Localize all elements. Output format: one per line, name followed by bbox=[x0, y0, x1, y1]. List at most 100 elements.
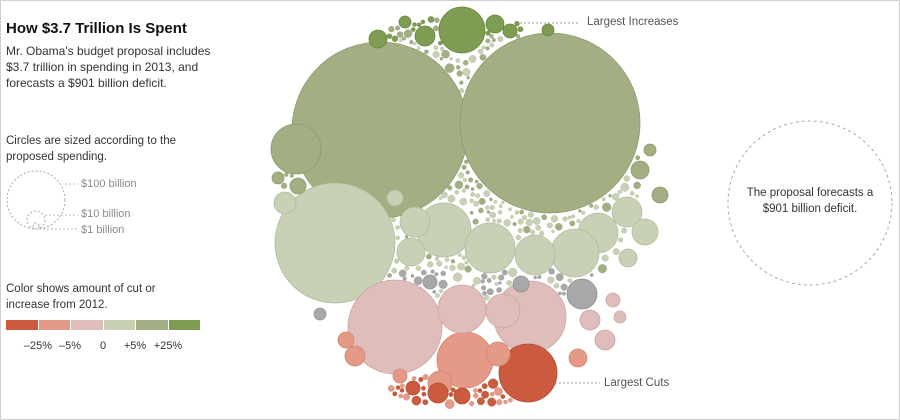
spending-bubble-23 bbox=[485, 341, 511, 367]
spending-bubble-8 bbox=[438, 6, 486, 54]
small-bubble bbox=[525, 218, 533, 227]
small-bubble bbox=[404, 234, 409, 239]
small-bubble bbox=[517, 218, 524, 225]
small-bubble bbox=[485, 38, 491, 44]
small-bubble bbox=[481, 390, 489, 399]
spending-bubble-28 bbox=[414, 25, 436, 47]
small-bubble bbox=[434, 272, 439, 277]
small-bubble bbox=[462, 68, 471, 77]
spending-bubble-13 bbox=[514, 234, 556, 276]
small-bubble bbox=[550, 215, 559, 223]
small-bubble bbox=[496, 218, 502, 224]
small-bubble bbox=[396, 31, 404, 38]
small-bubble bbox=[485, 205, 490, 210]
small-bubble bbox=[517, 26, 524, 33]
small-bubble bbox=[623, 175, 630, 182]
small-bubble bbox=[485, 46, 490, 51]
small-bubble bbox=[439, 289, 444, 294]
spending-bubble-20 bbox=[396, 237, 426, 267]
small-bubble bbox=[444, 265, 448, 269]
small-bubble bbox=[519, 209, 525, 215]
spending-bubble-45 bbox=[289, 177, 307, 195]
small-bubble bbox=[489, 197, 493, 202]
spending-bubble-12 bbox=[464, 222, 516, 274]
small-bubble bbox=[472, 218, 479, 225]
spending-bubble-17 bbox=[611, 196, 643, 228]
spending-bubble-35 bbox=[427, 382, 449, 404]
small-bubble bbox=[457, 253, 462, 257]
spending-bubble-37 bbox=[405, 380, 421, 396]
small-bubble bbox=[617, 189, 623, 195]
small-bubble bbox=[578, 209, 582, 213]
small-bubble bbox=[413, 41, 417, 46]
small-bubble bbox=[509, 214, 514, 219]
small-bubble bbox=[483, 190, 491, 197]
small-bubble bbox=[470, 192, 476, 197]
small-bubble bbox=[498, 204, 503, 209]
small-bubble bbox=[508, 207, 512, 212]
small-bubble bbox=[399, 388, 405, 393]
small-bubble bbox=[426, 253, 432, 260]
size-label-100b: $100 billion bbox=[81, 178, 137, 190]
small-bubble bbox=[395, 25, 400, 31]
small-bubble bbox=[435, 293, 440, 298]
size-circle-1b bbox=[32, 222, 40, 230]
small-bubble bbox=[387, 385, 395, 392]
small-bubble bbox=[479, 54, 487, 61]
small-bubble bbox=[454, 180, 464, 190]
small-bubble bbox=[633, 181, 641, 190]
small-bubble bbox=[470, 187, 475, 191]
small-bubble bbox=[567, 278, 573, 283]
spending-bubble-18 bbox=[631, 218, 659, 246]
small-bubble bbox=[621, 227, 627, 234]
small-bubble bbox=[493, 199, 498, 204]
small-bubble bbox=[523, 226, 531, 234]
small-bubble bbox=[436, 260, 443, 267]
small-bubble bbox=[433, 25, 439, 32]
small-bubble bbox=[444, 399, 455, 409]
color-legend-labels: –25% –5% 0 +5% +25% bbox=[0, 340, 220, 356]
small-bubble bbox=[444, 257, 450, 263]
small-bubble bbox=[403, 29, 413, 38]
small-bubble bbox=[411, 376, 417, 381]
small-bubble bbox=[551, 229, 555, 234]
small-bubble bbox=[486, 210, 491, 214]
small-bubble bbox=[532, 217, 541, 225]
small-bubble bbox=[481, 285, 487, 291]
small-bubble bbox=[395, 225, 400, 230]
small-bubble bbox=[506, 280, 513, 286]
small-bubble bbox=[481, 273, 488, 280]
small-bubble bbox=[399, 383, 405, 389]
small-bubble bbox=[593, 204, 599, 210]
small-bubble bbox=[459, 80, 464, 85]
small-bubble bbox=[441, 50, 450, 59]
spending-bubble-24 bbox=[344, 345, 366, 367]
small-bubble bbox=[464, 265, 472, 273]
small-bubble bbox=[398, 393, 404, 399]
small-bubble bbox=[496, 287, 502, 293]
small-bubble bbox=[560, 283, 568, 291]
small-bubble bbox=[475, 193, 481, 199]
spending-bubble-16 bbox=[566, 278, 598, 310]
small-bubble bbox=[611, 192, 620, 201]
small-bubble bbox=[284, 172, 289, 177]
small-bubble bbox=[485, 217, 491, 222]
small-bubble bbox=[456, 65, 461, 70]
small-bubble bbox=[391, 217, 397, 223]
small-bubble bbox=[635, 155, 641, 161]
largest-cuts-label: Largest Cuts bbox=[604, 377, 670, 389]
spending-bubble-42 bbox=[422, 274, 438, 290]
small-bubble bbox=[555, 223, 563, 231]
small-bubble bbox=[498, 274, 505, 281]
small-bubble bbox=[485, 30, 491, 36]
small-bubble bbox=[620, 182, 630, 192]
small-bubble bbox=[422, 374, 429, 381]
small-bubble bbox=[416, 22, 422, 28]
small-bubble bbox=[440, 46, 445, 51]
small-bubble bbox=[421, 391, 427, 397]
small-bubble bbox=[576, 218, 581, 224]
small-bubble bbox=[558, 291, 562, 296]
small-bubble bbox=[571, 214, 576, 219]
small-bubble bbox=[449, 57, 453, 61]
small-bubble bbox=[508, 267, 518, 278]
